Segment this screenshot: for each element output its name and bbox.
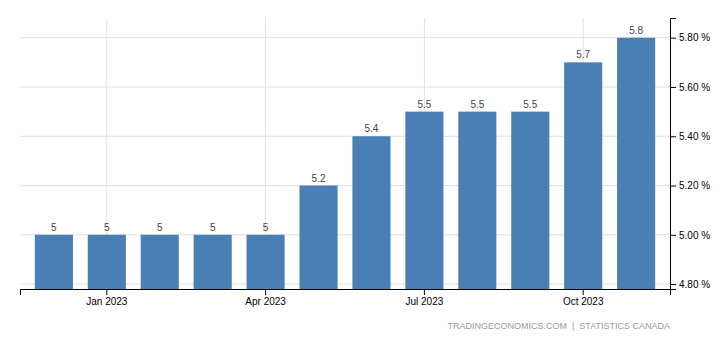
bar <box>617 38 655 289</box>
tick-label: Jul 2023 <box>405 296 443 307</box>
tick-mark <box>670 186 676 187</box>
data-label: 5 <box>210 222 216 233</box>
bars <box>35 38 655 289</box>
data-label: 5.7 <box>576 49 590 60</box>
tick-label: 4.80 % <box>679 279 710 290</box>
tick-label: 5.60 % <box>679 82 710 93</box>
data-label: 5.4 <box>365 123 379 134</box>
data-label: 5.8 <box>629 25 643 36</box>
data-label: 5 <box>157 222 163 233</box>
tick-mark <box>583 289 584 295</box>
tick-label: 5.40 % <box>679 131 710 142</box>
data-label: 5.5 <box>523 99 537 110</box>
axis-line <box>21 290 671 296</box>
tick-label: 5.80 % <box>679 32 710 43</box>
bar <box>194 235 232 289</box>
tick-label: 5.20 % <box>679 180 710 191</box>
tick-mark <box>670 38 676 39</box>
tick-mark <box>106 289 107 295</box>
tick-mark <box>670 284 676 285</box>
data-label: 5 <box>263 222 269 233</box>
chart: 5 5 5 5 5 5.2 5.4 5.5 5.5 5.5 5.7 5.8 4.80 % 5.00 % 5.… <box>0 0 726 337</box>
tick: 4.80 % <box>670 279 710 290</box>
tick-mark <box>670 87 676 88</box>
grid <box>20 18 670 289</box>
tick: 5.00 % <box>670 230 710 241</box>
tick: 5.60 % <box>670 82 710 93</box>
tick-mark <box>424 289 425 295</box>
tick: Jan 2023 <box>86 289 128 307</box>
tick: Oct 2023 <box>563 289 604 307</box>
tick: 5.20 % <box>670 180 710 191</box>
data-label: 5 <box>104 222 110 233</box>
data-label: 5.2 <box>312 173 326 184</box>
annotations: TRADINGECONOMICS.COM | STATISTICS CANADA <box>447 321 670 331</box>
tick-mark <box>670 136 676 137</box>
tick: 5.80 % <box>670 32 710 43</box>
tick: 5.40 % <box>670 131 710 142</box>
plot: 5 5 5 5 5 5.2 5.4 5.5 5.5 5.5 5.7 5.8 4.80 % 5.00 % 5.… <box>20 18 710 307</box>
bar <box>458 112 496 289</box>
bar <box>35 235 73 289</box>
bar <box>299 186 337 289</box>
tick-label: Apr 2023 <box>245 296 286 307</box>
tick-label: Oct 2023 <box>563 296 604 307</box>
tick: Jul 2023 <box>405 289 443 307</box>
bar <box>564 62 602 289</box>
tick-mark <box>265 289 266 295</box>
data-label: 5 <box>51 222 57 233</box>
bar <box>141 235 179 289</box>
bar <box>352 136 390 289</box>
annotation: TRADINGECONOMICS.COM | STATISTICS CANADA <box>447 321 670 331</box>
data-label: 5.5 <box>470 99 484 110</box>
bar <box>405 112 443 289</box>
x-axis: Jan 2023 Apr 2023 Jul 2023 Oct 2023 <box>21 289 671 307</box>
axis-line <box>671 19 677 290</box>
tick: Apr 2023 <box>245 289 286 307</box>
bar <box>88 235 126 289</box>
data-label: 5.5 <box>417 99 431 110</box>
bar <box>511 112 549 289</box>
grid-line <box>20 37 670 38</box>
tick-label: Jan 2023 <box>86 296 128 307</box>
y-axis: 4.80 % 5.00 % 5.20 % 5.40 % 5.60 % 5.80 % <box>670 19 710 290</box>
tick-mark <box>670 235 676 236</box>
bar <box>247 235 285 289</box>
data-labels: 5 5 5 5 5 5.2 5.4 5.5 5.5 5.5 5.7 5.8 <box>51 25 643 233</box>
tick-label: 5.00 % <box>679 230 710 241</box>
